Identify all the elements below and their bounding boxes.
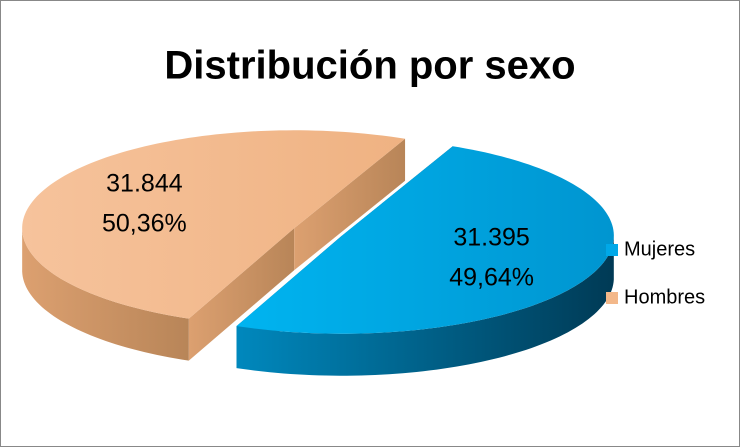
data-label: 31.395 bbox=[453, 224, 529, 252]
data-label: 31.844 bbox=[106, 170, 183, 198]
slice bbox=[22, 130, 406, 319]
legend-swatch bbox=[606, 292, 618, 304]
slice-wall bbox=[294, 138, 406, 271]
data-label: 50,36% bbox=[102, 210, 187, 238]
slice-side bbox=[22, 229, 189, 361]
legend-label: Mujeres bbox=[624, 238, 695, 260]
slice-side bbox=[236, 237, 614, 376]
slice bbox=[236, 146, 614, 334]
data-label: 49,64% bbox=[449, 264, 534, 292]
chart-title: Distribución por sexo bbox=[164, 44, 575, 88]
legend-label: Hombres bbox=[624, 286, 705, 308]
slice-wall bbox=[188, 228, 295, 361]
legend-swatch bbox=[606, 244, 618, 256]
